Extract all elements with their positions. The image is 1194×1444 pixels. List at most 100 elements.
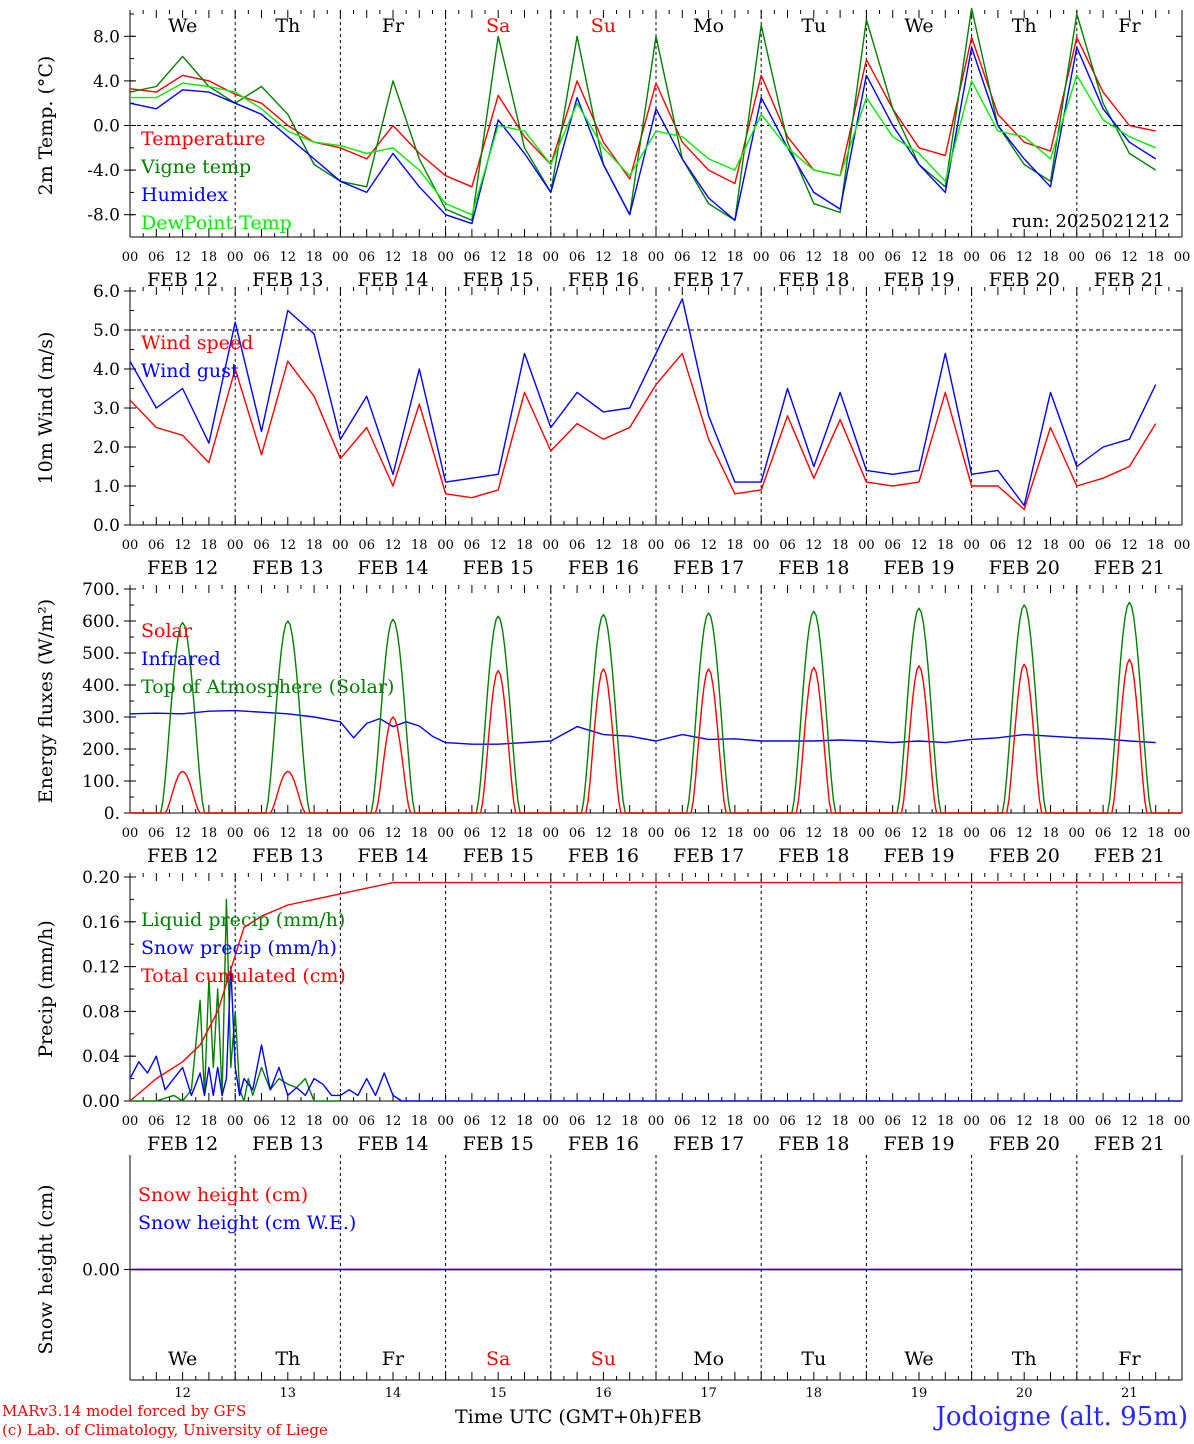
energy-hour-tick-label: 00 [648, 826, 665, 841]
weekday-label-bottom: Fr [1118, 1348, 1141, 1370]
precip-hour-tick-label: 00 [1069, 1114, 1086, 1129]
temp-hour-tick-label: 00 [648, 250, 665, 265]
precip-hour-tick-label: 12 [700, 1114, 717, 1129]
precip-hour-tick-label: 00 [753, 1114, 770, 1129]
energy-hour-tick-label: 18 [937, 826, 954, 841]
wind-hour-tick-label: 18 [727, 538, 744, 553]
temp-y-tick-label: 0.0 [93, 117, 120, 137]
temp-legend-entry-0: Temperature [141, 128, 265, 150]
energy-hour-tick-label: 06 [674, 826, 691, 841]
temp-date-label: FEB 12 [147, 269, 218, 291]
precip-legend-entry-1: Snow precip (mm/h) [141, 937, 337, 959]
precip-hour-tick-label: 06 [464, 1114, 481, 1129]
snow-legend-entry-0: Snow height (cm) [138, 1184, 308, 1206]
wind-hour-tick-label: 06 [464, 538, 481, 553]
wind-series-1-line [129, 298, 1157, 507]
temp-hour-tick-label: 18 [1042, 250, 1059, 265]
wind-hour-tick-label: 18 [516, 538, 533, 553]
precip-y-tick-label: 0.00 [82, 1092, 120, 1112]
energy-date-label: FEB 13 [252, 845, 323, 867]
temp-hour-tick-label: 00 [122, 250, 139, 265]
temp-series-0-line [129, 36, 1156, 188]
energy-hour-tick-label: 00 [753, 826, 770, 841]
wind-hour-tick-label: 18 [306, 538, 323, 553]
weekday-label-top: We [904, 15, 933, 37]
energy-hour-tick-label: 12 [700, 826, 717, 841]
energy-hour-tick-label: 00 [332, 826, 349, 841]
temp-hour-tick-label: 06 [884, 250, 901, 265]
weekday-label-top: Fr [1118, 15, 1141, 37]
precip-hour-tick-label: 18 [306, 1114, 323, 1129]
x-axis-month: FEB [660, 1406, 702, 1428]
wind-hour-tick-label: 18 [937, 538, 954, 553]
precip-hour-tick-label: 12 [911, 1114, 928, 1129]
model-credit: MARv3.14 model forced by GFS [2, 1402, 247, 1420]
wind-hour-tick-label: 12 [490, 538, 507, 553]
energy-hour-tick-label: 06 [884, 826, 901, 841]
precip-hour-tick-label: 18 [832, 1114, 849, 1129]
energy-hour-tick-label: 00 [1069, 826, 1086, 841]
energy-hour-tick-label: 00 [543, 826, 560, 841]
temp-hour-tick-label: 18 [411, 250, 428, 265]
precip-hour-tick-label: 18 [727, 1114, 744, 1129]
weekday-label-top: Tu [801, 15, 826, 37]
precip-legend-entry-2: Total cumulated (cm) [141, 965, 346, 987]
day-number-label: 12 [174, 1386, 191, 1401]
lab-credit: (c) Lab. of Climatology, University of L… [2, 1421, 328, 1439]
energy-hour-tick-label: 18 [201, 826, 218, 841]
temp-hour-tick-label: 18 [1147, 250, 1164, 265]
wind-hour-tick-label: 18 [411, 538, 428, 553]
temp-hour-tick-label: 06 [148, 250, 165, 265]
precip-hour-tick-label: 00 [963, 1114, 980, 1129]
temp-hour-tick-label: 18 [832, 250, 849, 265]
energy-hour-tick-label: 12 [174, 826, 191, 841]
temp-date-label: FEB 18 [778, 269, 849, 291]
energy-hour-tick-label: 18 [832, 826, 849, 841]
day-number-label: 16 [595, 1386, 612, 1401]
precip-date-label: FEB 17 [673, 1133, 744, 1155]
temp-hour-tick-label: 00 [1069, 250, 1086, 265]
weekday-label-bottom: Sa [486, 1348, 510, 1370]
weekday-label-bottom: Th [1012, 1348, 1037, 1370]
energy-y-tick-label: 600. [82, 612, 120, 632]
wind-y-tick-label: 4.0 [93, 360, 120, 380]
snow-y-axis-label: Snow height (cm) [35, 1184, 57, 1354]
wind-date-label: FEB 15 [463, 557, 534, 579]
temp-hour-tick-label: 06 [779, 250, 796, 265]
precip-y-tick-label: 0.20 [82, 868, 120, 888]
wind-date-label: FEB 18 [778, 557, 849, 579]
energy-legend-entry-0: Solar [141, 620, 193, 642]
precip-hour-tick-label: 06 [884, 1114, 901, 1129]
wind-date-label: FEB 20 [989, 557, 1060, 579]
precip-hour-tick-label: 18 [1147, 1114, 1164, 1129]
energy-hour-tick-label: 18 [727, 826, 744, 841]
wind-hour-tick-label: 00 [963, 538, 980, 553]
precip-date-label: FEB 13 [252, 1133, 323, 1155]
snow-y-tick-label: 0.00 [82, 1261, 120, 1281]
temp-y-tick-label: 4.0 [93, 72, 120, 92]
wind-hour-tick-label: 06 [148, 538, 165, 553]
temp-y-tick-label: 8.0 [93, 27, 120, 47]
wind-hour-tick-label: 06 [779, 538, 796, 553]
energy-date-label: FEB 18 [778, 845, 849, 867]
precip-hour-tick-label: 06 [148, 1114, 165, 1129]
wind-hour-tick-label: 06 [569, 538, 586, 553]
wind-hour-tick-label: 18 [621, 538, 638, 553]
energy-hour-tick-label: 06 [990, 826, 1007, 841]
energy-date-label: FEB 12 [147, 845, 218, 867]
wind-y-axis-label: 10m Wind (m/s) [35, 332, 57, 485]
temp-hour-tick-label: 00 [753, 250, 770, 265]
wind-hour-tick-label: 06 [1095, 538, 1112, 553]
precip-hour-tick-label: 12 [595, 1114, 612, 1129]
energy-hour-tick-label: 00 [122, 826, 139, 841]
precip-date-label: FEB 20 [989, 1133, 1060, 1155]
precip-hour-tick-label: 18 [411, 1114, 428, 1129]
energy-date-label: FEB 14 [357, 845, 428, 867]
energy-y-tick-label: 200. [82, 740, 120, 760]
energy-hour-tick-label: 12 [385, 826, 402, 841]
energy-hour-tick-label: 12 [806, 826, 823, 841]
energy-date-label: FEB 20 [989, 845, 1060, 867]
temp-date-label: FEB 21 [1094, 269, 1165, 291]
temp-hour-tick-label: 12 [911, 250, 928, 265]
day-number-label: 21 [1121, 1386, 1138, 1401]
